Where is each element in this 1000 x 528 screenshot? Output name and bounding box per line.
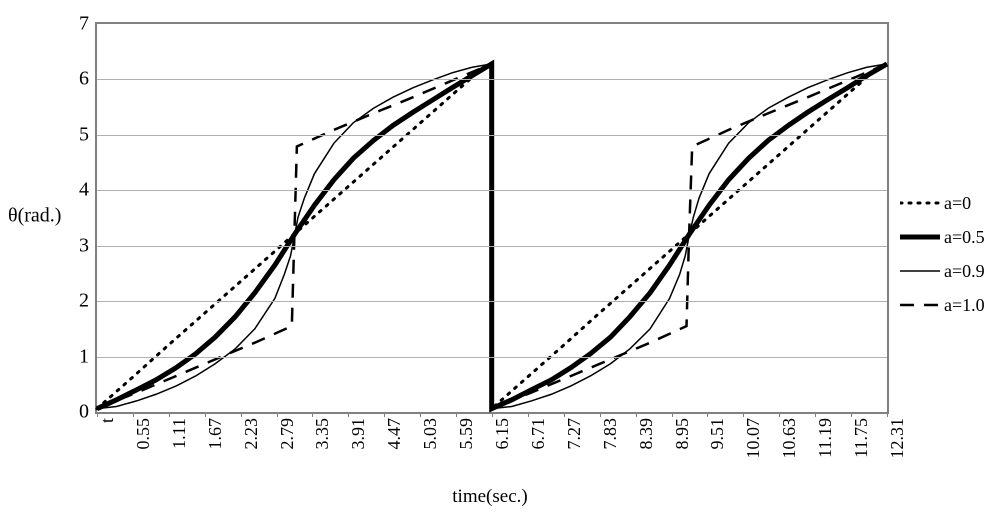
gridline-y bbox=[97, 190, 887, 191]
xtick-label: 3.91 bbox=[348, 418, 369, 450]
xtick-label: 7.83 bbox=[600, 418, 621, 450]
ytick-label: 4 bbox=[79, 179, 89, 202]
legend: a=0 a=0.5 a=0.9 a=1.0 bbox=[900, 186, 985, 322]
xtick-mark bbox=[384, 412, 385, 417]
legend-label: a=0.9 bbox=[944, 261, 985, 282]
legend-swatch bbox=[900, 295, 940, 315]
xtick-label: 12.31 bbox=[887, 418, 908, 459]
y-axis-label: θ(rad.) bbox=[8, 205, 61, 228]
legend-label: a=0.5 bbox=[944, 227, 985, 248]
xtick-mark bbox=[851, 412, 852, 417]
xtick-label: 6.15 bbox=[492, 418, 513, 450]
xtick-label: 2.79 bbox=[277, 418, 298, 450]
ytick-label: 3 bbox=[79, 234, 89, 257]
series-svg bbox=[97, 24, 887, 412]
xtick-mark bbox=[456, 412, 457, 417]
ytick-label: 1 bbox=[79, 345, 89, 368]
xtick-mark bbox=[205, 412, 206, 417]
xtick-label: 11.75 bbox=[851, 418, 872, 458]
ytick-label: 7 bbox=[79, 13, 89, 36]
xtick-mark bbox=[169, 412, 170, 417]
xtick-label: 7.27 bbox=[564, 418, 585, 450]
xtick-mark bbox=[241, 412, 242, 417]
xtick-label: 5.59 bbox=[456, 418, 477, 450]
xtick-mark bbox=[528, 412, 529, 417]
xtick-mark bbox=[779, 412, 780, 417]
legend-item: a=0.5 bbox=[900, 220, 985, 254]
plot-area: 01234567t0.551.111.672.232.793.353.914.4… bbox=[95, 22, 889, 414]
legend-label: a=0 bbox=[944, 193, 971, 214]
xtick-mark bbox=[707, 412, 708, 417]
legend-swatch bbox=[900, 261, 940, 281]
gridline-y bbox=[97, 301, 887, 302]
xtick-label: 8.95 bbox=[672, 418, 693, 450]
gridline-y bbox=[97, 79, 887, 80]
xtick-label: 11.19 bbox=[815, 418, 836, 458]
xtick-mark bbox=[636, 412, 637, 417]
chart-container: θ(rad.) 01234567t0.551.111.672.232.793.3… bbox=[0, 0, 1000, 528]
xtick-mark bbox=[600, 412, 601, 417]
legend-label: a=1.0 bbox=[944, 295, 985, 316]
gridline-y bbox=[97, 357, 887, 358]
xtick-label: 4.47 bbox=[384, 418, 405, 450]
xtick-mark bbox=[887, 412, 888, 417]
xtick-label: 5.03 bbox=[420, 418, 441, 450]
xtick-mark bbox=[815, 412, 816, 417]
xtick-mark bbox=[492, 412, 493, 417]
gridline-y bbox=[97, 246, 887, 247]
xtick-label: 2.23 bbox=[241, 418, 262, 450]
xtick-mark bbox=[133, 412, 134, 417]
xtick-mark bbox=[312, 412, 313, 417]
legend-item: a=0.9 bbox=[900, 254, 985, 288]
xtick-label: 9.51 bbox=[707, 418, 728, 450]
xtick-mark bbox=[743, 412, 744, 417]
legend-swatch bbox=[900, 227, 940, 247]
xtick-mark bbox=[348, 412, 349, 417]
xtick-label: 0.55 bbox=[133, 418, 154, 450]
x-axis-label: time(sec.) bbox=[452, 486, 527, 508]
xtick-label: 8.39 bbox=[636, 418, 657, 450]
xtick-label: 3.35 bbox=[312, 418, 333, 450]
ytick-label: 2 bbox=[79, 290, 89, 313]
xtick-mark bbox=[672, 412, 673, 417]
xtick-label: 10.07 bbox=[743, 418, 764, 459]
gridline-y bbox=[97, 135, 887, 136]
xtick-label: 6.71 bbox=[528, 418, 549, 450]
legend-item: a=0 bbox=[900, 186, 985, 220]
xtick-label: t bbox=[97, 418, 118, 423]
xtick-mark bbox=[97, 412, 98, 417]
ytick-label: 5 bbox=[79, 123, 89, 146]
xtick-label: 1.11 bbox=[169, 418, 190, 449]
xtick-mark bbox=[420, 412, 421, 417]
xtick-mark bbox=[277, 412, 278, 417]
xtick-mark bbox=[564, 412, 565, 417]
xtick-label: 10.63 bbox=[779, 418, 800, 459]
ytick-label: 0 bbox=[79, 401, 89, 424]
xtick-label: 1.67 bbox=[205, 418, 226, 450]
ytick-label: 6 bbox=[79, 68, 89, 91]
legend-item: a=1.0 bbox=[900, 288, 985, 322]
legend-swatch bbox=[900, 193, 940, 213]
